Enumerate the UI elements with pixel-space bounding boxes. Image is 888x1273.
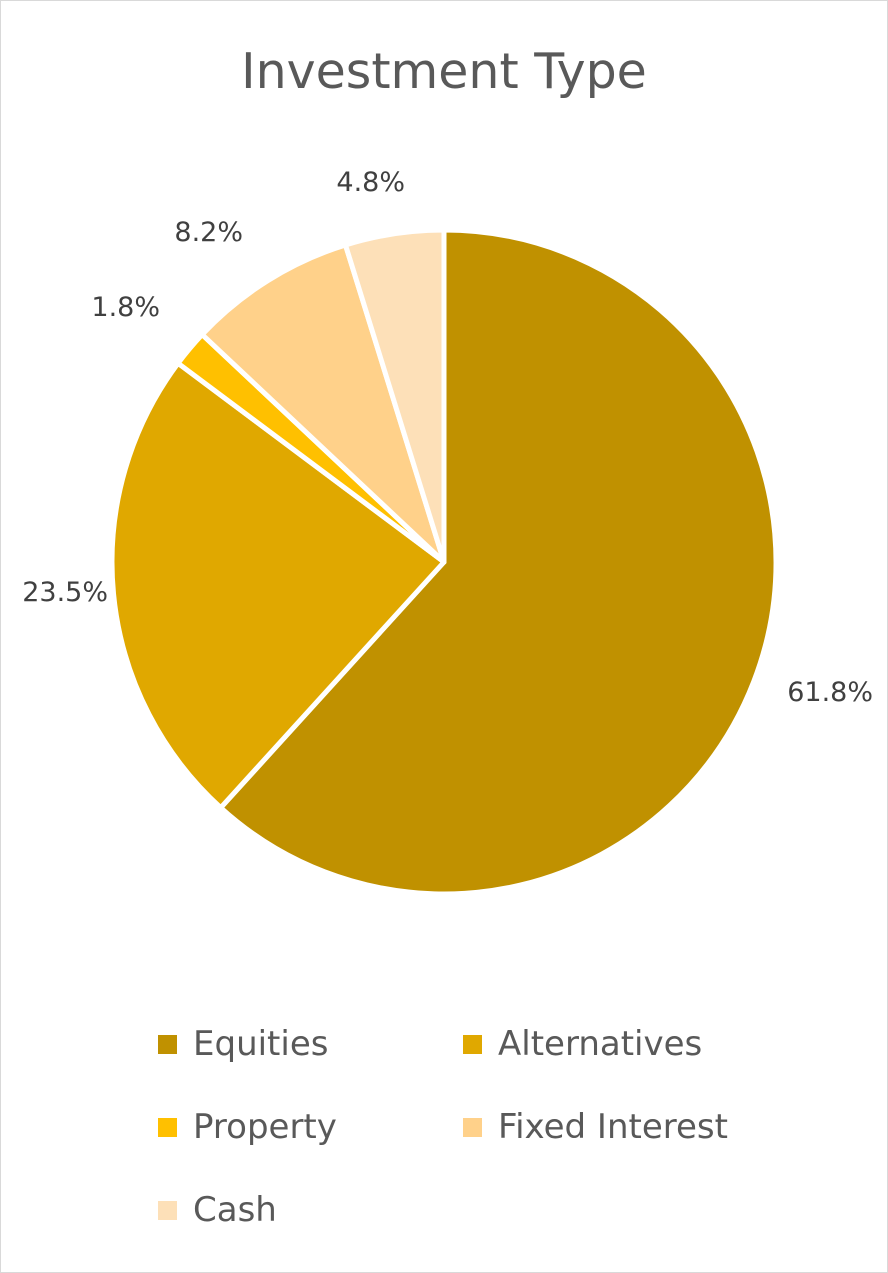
data-label-fixed-interest: 8.2% bbox=[174, 217, 243, 248]
legend-label-cash: Cash bbox=[193, 1190, 277, 1230]
legend-item-fixed-interest: Fixed Interest bbox=[463, 1102, 728, 1152]
pie-slice-fixed-interest bbox=[199, 242, 447, 565]
data-label-equities: 61.8% bbox=[787, 677, 873, 708]
legend-label-alternatives: Alternatives bbox=[498, 1024, 703, 1064]
legend-swatch-fixed-interest bbox=[463, 1117, 482, 1137]
legend-item-property: Property bbox=[158, 1102, 337, 1152]
legend-label-property: Property bbox=[193, 1107, 337, 1147]
data-label-property: 1.8% bbox=[91, 292, 160, 323]
data-label-cash: 4.8% bbox=[336, 167, 405, 198]
data-label-alternatives: 23.5% bbox=[22, 577, 108, 608]
legend-item-cash: Cash bbox=[158, 1185, 277, 1235]
legend-swatch-property bbox=[158, 1117, 177, 1137]
pie-slice-cash bbox=[342, 227, 447, 565]
legend-item-equities: Equities bbox=[158, 1019, 328, 1069]
legend-swatch-alternatives bbox=[463, 1034, 482, 1054]
legend-item-alternatives: Alternatives bbox=[463, 1019, 702, 1069]
pie-slice-equities bbox=[218, 227, 779, 897]
pie-slice-alternatives bbox=[109, 360, 447, 811]
legend-label-equities: Equities bbox=[193, 1024, 329, 1064]
chart-title: Investment Type bbox=[241, 43, 647, 100]
legend-swatch-cash bbox=[158, 1200, 177, 1220]
legend-label-fixed-interest: Fixed Interest bbox=[498, 1107, 728, 1147]
pie-chart: 61.8% 23.5% 1.8% 8.2% 4.8% bbox=[22, 167, 873, 897]
legend-swatch-equities bbox=[158, 1034, 177, 1054]
